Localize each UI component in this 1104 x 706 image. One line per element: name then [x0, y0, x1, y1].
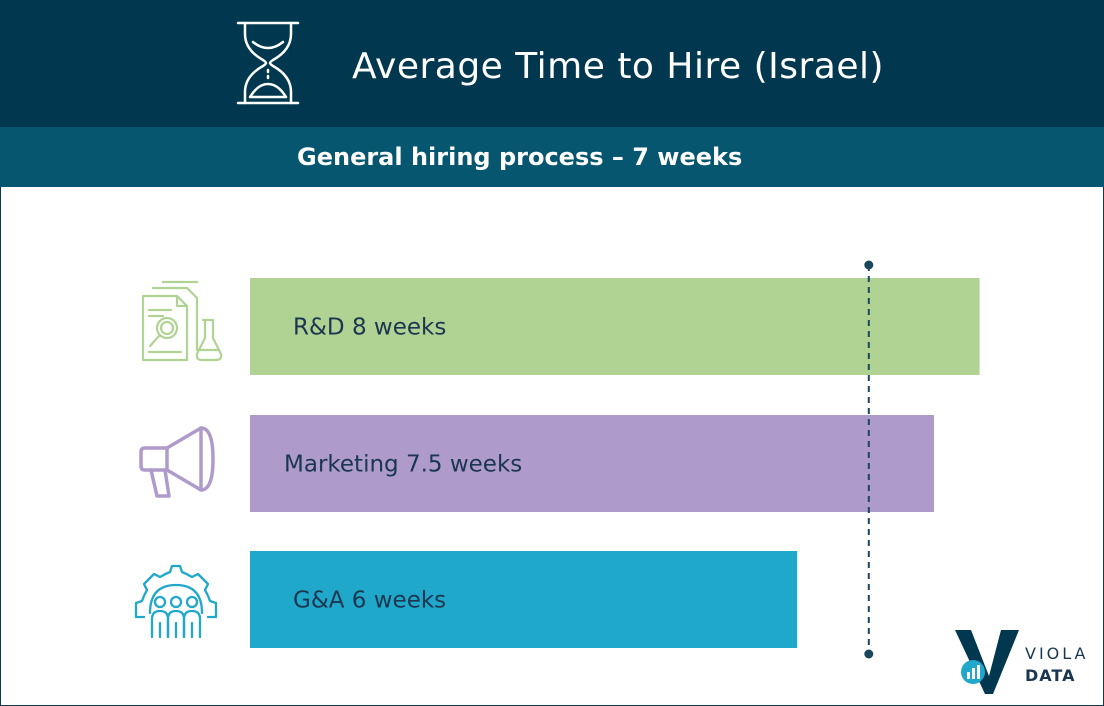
reference-line-bottom-dot	[864, 649, 874, 659]
bar-ga	[250, 551, 798, 648]
team-gear-icon	[134, 564, 218, 639]
bar-label-marketing: Marketing 7.5 weeks	[284, 452, 522, 478]
bar-label-rd: R&D 8 weeks	[293, 315, 446, 341]
hourglass-icon	[236, 21, 300, 105]
brand-logo: VIOLA DATA	[953, 628, 1085, 698]
bar-label-ga: G&A 6 weeks	[293, 588, 446, 614]
page-title: Average Time to Hire (Israel)	[352, 46, 885, 87]
logo-text-data: DATA	[1025, 666, 1076, 685]
title-banner: Average Time to Hire (Israel)	[0, 0, 1104, 127]
megaphone-icon	[139, 426, 215, 498]
reference-line-top-dot	[864, 260, 874, 270]
research-flask-icon	[141, 280, 223, 362]
bar-marketing	[250, 415, 934, 512]
viola-mark-icon	[955, 630, 1019, 694]
page-subtitle: General hiring process – 7 weeks	[297, 143, 743, 171]
bar-rd	[250, 278, 980, 375]
subtitle-banner: General hiring process – 7 weeks	[0, 127, 1104, 187]
logo-text-viola: VIOLA	[1025, 644, 1089, 663]
